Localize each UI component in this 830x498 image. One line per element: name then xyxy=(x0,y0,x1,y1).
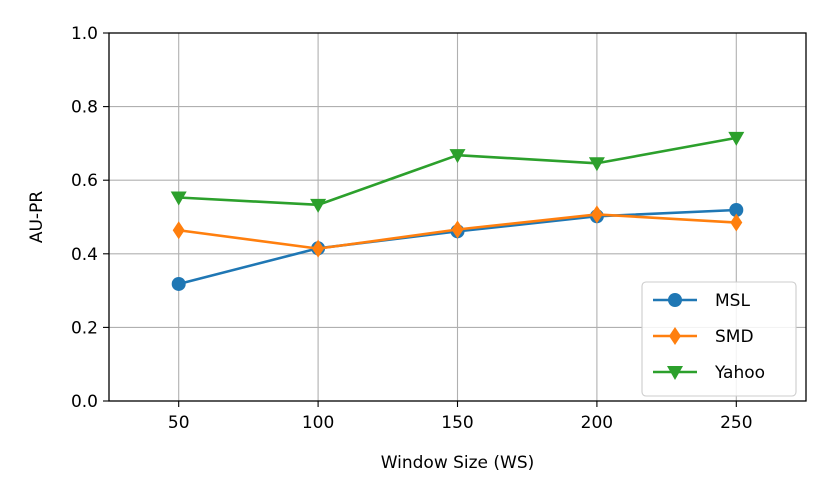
legend-marker xyxy=(669,327,681,345)
data-point-smd xyxy=(312,239,325,258)
data-point-yahoo xyxy=(310,198,327,213)
x-tick-label: 150 xyxy=(441,413,473,433)
x-tick-label: 200 xyxy=(581,413,613,433)
legend-item-smd: SMD xyxy=(653,327,754,347)
series-layer xyxy=(170,131,745,291)
series-smd xyxy=(172,205,743,258)
data-point-yahoo xyxy=(728,131,745,146)
data-point-yahoo xyxy=(588,157,605,172)
data-point-smd xyxy=(451,220,464,239)
legend-marker xyxy=(667,366,683,380)
y-axis-label: AU-PR xyxy=(27,191,47,243)
x-axis-label: Window Size (WS) xyxy=(381,453,535,473)
legend-item-msl: MSL xyxy=(653,291,750,311)
data-point-msl xyxy=(729,203,744,218)
data-point-yahoo xyxy=(170,191,187,206)
y-tick-label: 0.4 xyxy=(71,245,98,265)
y-tick-label: 0.2 xyxy=(71,318,98,338)
legend: MSL SMD Yahoo xyxy=(641,281,797,397)
y-tick-label: 0.0 xyxy=(71,392,98,412)
data-point-smd xyxy=(172,221,185,240)
series-yahoo xyxy=(170,131,745,213)
legend-label: Yahoo xyxy=(714,363,765,383)
x-tick-label: 50 xyxy=(168,413,190,433)
legend-label: SMD xyxy=(715,327,754,347)
y-tick-label: 1.0 xyxy=(71,24,98,44)
y-tick-label: 0.6 xyxy=(71,171,98,191)
data-point-msl xyxy=(171,276,186,291)
axis-ticks: 50 100 150 200 250 0.0 0.2 0.4 0.6 0.8 1.0 xyxy=(71,24,753,433)
y-tick-label: 0.8 xyxy=(71,98,98,118)
data-point-yahoo xyxy=(449,149,466,164)
legend-item-yahoo: Yahoo xyxy=(653,363,765,383)
legend-marker xyxy=(668,293,682,307)
data-point-smd xyxy=(730,213,743,232)
x-tick-label: 100 xyxy=(302,413,334,433)
data-point-smd xyxy=(590,205,603,224)
x-tick-label: 250 xyxy=(720,413,752,433)
legend-label: MSL xyxy=(715,291,750,311)
